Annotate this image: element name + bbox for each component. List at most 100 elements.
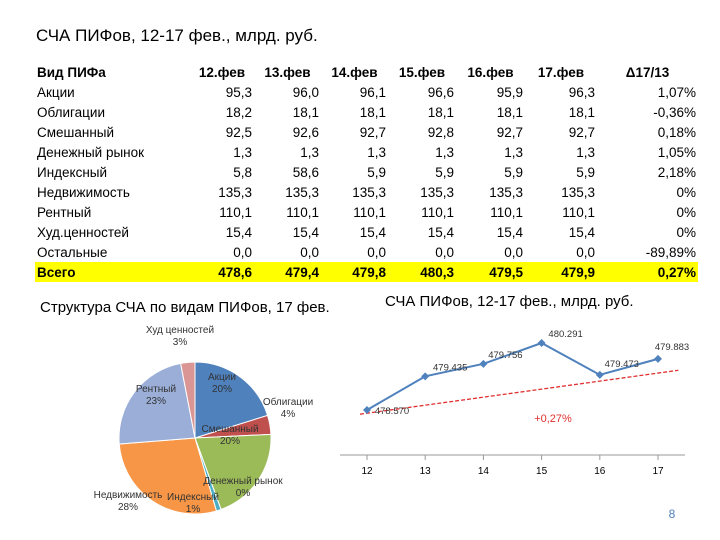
page-number: 8 (669, 507, 676, 521)
table-row: Худ.ценностей 15,4 15,4 15,4 15,4 15,4 15,4 0% (35, 222, 698, 242)
table-cell: 96,0 (292, 84, 319, 100)
table-cell: 95,3 (225, 84, 252, 100)
marker (595, 370, 604, 379)
table-cell: 18,1 (427, 104, 454, 120)
table-cell: Денежный рынок (37, 144, 145, 160)
table-cell: 58,6 (292, 164, 319, 180)
table-cell: 18,1 (568, 104, 595, 120)
table-cell: -0,36% (653, 104, 696, 120)
table-cell: 0,27% (597, 262, 698, 282)
table-cell: 0,0 (504, 244, 523, 260)
table-cell: 15,4 (496, 224, 523, 240)
table-cell: 2,18% (657, 164, 696, 180)
table-cell: 5,9 (435, 164, 454, 180)
table-cell: 1,07% (657, 84, 696, 100)
slice-value-label: 23% (146, 396, 166, 407)
table-cell: 135,3 (561, 184, 595, 200)
table-cell: Рентный (37, 204, 92, 220)
table-cell: 1,3 (233, 144, 252, 160)
slice-label: Облигации (263, 396, 313, 408)
marker (537, 339, 546, 347)
x-tick-label: 14 (478, 466, 490, 477)
table-cell: 92,7 (496, 124, 523, 140)
pie-slice (180, 361, 196, 439)
table-cell: Всего (35, 262, 190, 282)
data-label: 478.570 (375, 406, 409, 417)
table-cell: 18,2 (225, 104, 252, 120)
series-line (366, 341, 659, 411)
annotation: +0,27% (534, 413, 572, 425)
table-cell: 16.фев (467, 64, 514, 80)
slice-value-label: 20% (212, 384, 232, 395)
table-cell: 478,6 (190, 262, 254, 282)
table-cell: 0% (676, 224, 696, 240)
table-cell: 15,4 (427, 224, 454, 240)
table-cell: 135,3 (285, 184, 319, 200)
table-cell: 135,3 (352, 184, 386, 200)
table-cell: Недвижимость (37, 184, 130, 200)
table-cell: 1,3 (576, 144, 595, 160)
table-row: Индексный 5,8 58,6 5,9 5,9 5,9 5,9 2,18% (35, 162, 698, 182)
marker (363, 406, 371, 414)
table-cell: Δ17/13 (625, 64, 670, 80)
table-cell: 92,7 (359, 124, 386, 140)
x-tick-label: 17 (652, 466, 664, 477)
line-title: СЧА ПИФов, 12-17 фев., млрд. руб. (385, 293, 634, 310)
table-cell: Облигации (37, 104, 105, 120)
table-cell: 15,4 (568, 224, 595, 240)
table-cell: 18,1 (359, 104, 386, 120)
table-cell: 5,9 (576, 164, 595, 180)
table-cell: 92,5 (225, 124, 252, 140)
table-cell: 479,8 (321, 262, 388, 282)
table-cell: 1,3 (435, 144, 454, 160)
table-cell: 18,1 (496, 104, 523, 120)
table-cell: 0% (676, 204, 696, 220)
table-cell: 1,05% (657, 144, 696, 160)
table-cell: 5,9 (367, 164, 386, 180)
table-row: Акции 95,3 96,0 96,1 96,6 95,9 96,3 1,07% (35, 82, 698, 102)
slice-label: Индексный (167, 492, 219, 503)
data-label: 479.883 (655, 342, 689, 353)
slice-label: Рентный (136, 384, 176, 395)
table-cell: 110,1 (490, 204, 523, 220)
table-cell: Остальные (37, 244, 108, 260)
table-cell: Акции (37, 84, 75, 100)
table-cell: 135,3 (218, 184, 252, 200)
table-cell: 110,1 (219, 204, 252, 220)
table-cell: 480,3 (388, 262, 456, 282)
table-row: Недвижимость 135,3 135,3 135,3 135,3 135,3 135… (35, 182, 698, 202)
table-cell: 479,5 (456, 262, 525, 282)
table-cell: 15.фев (398, 64, 446, 80)
table-cell: 14.фев (331, 64, 378, 80)
table-cell: 96,1 (359, 84, 386, 100)
slice-value-label: 0% (236, 488, 251, 499)
table-cell: 92,8 (427, 124, 454, 140)
table-cell: 110,1 (286, 204, 319, 220)
pie-slice (194, 361, 269, 439)
data-label: 480.291 (548, 329, 582, 340)
x-tick-label: 15 (536, 466, 548, 477)
table-cell: 15,4 (292, 224, 319, 240)
table-cell: Смешанный (37, 124, 115, 140)
slice-value-label: 3% (173, 337, 188, 348)
table-row: Всего 478,6 479,4 479,8 480,3 479,5 479,9 0,27% (35, 262, 698, 282)
table-cell: 13.фев (264, 64, 311, 80)
table-cell: Вид ПИФа (37, 64, 106, 80)
table-cell: 15,4 (225, 224, 252, 240)
table-row: Вид ПИФа 12.фев 13.фев 14.фев 15.фев 16.фев 17… (35, 62, 698, 82)
slice-value-label: 20% (220, 436, 240, 447)
table-cell: 96,3 (568, 84, 595, 100)
table-cell: 18,1 (292, 104, 319, 120)
table-row: Рентный 110,1 110,1 110,1 110,1 110,1 110,1 0% (35, 202, 698, 222)
slice-label: Акции (208, 372, 236, 383)
table-cell: Индексный (37, 164, 108, 180)
slice-label: Смешанный (201, 424, 258, 435)
table-cell: 135,3 (489, 184, 523, 200)
pie-slice (194, 433, 272, 511)
table-cell: 0,18% (657, 124, 696, 140)
table-cell: 5,8 (233, 164, 252, 180)
table-cell: 17.фев (537, 64, 585, 80)
table-cell: 479,9 (525, 262, 597, 282)
table-cell: 479,4 (254, 262, 321, 282)
